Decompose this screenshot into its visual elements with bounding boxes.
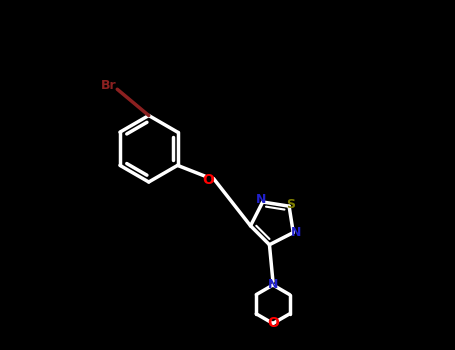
Text: S: S xyxy=(286,198,295,211)
Text: Br: Br xyxy=(101,79,116,92)
Text: N: N xyxy=(256,193,266,206)
Text: N: N xyxy=(291,226,301,239)
Text: O: O xyxy=(202,173,214,187)
Text: O: O xyxy=(267,316,279,330)
Text: N: N xyxy=(268,279,278,292)
